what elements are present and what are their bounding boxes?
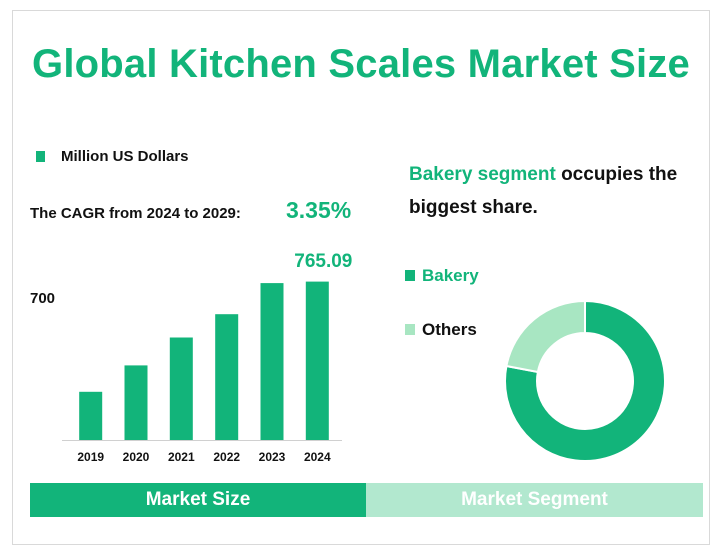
bakery-swatch bbox=[405, 270, 415, 281]
y-tick-label: 700 bbox=[30, 290, 56, 307]
x-tick-2019: 2019 bbox=[77, 450, 104, 464]
bar-2021 bbox=[169, 337, 193, 440]
pie-legend-others: Others bbox=[405, 320, 477, 340]
bar-2024 bbox=[305, 281, 329, 440]
x-tick-2023: 2023 bbox=[259, 450, 286, 464]
tab-market-segment[interactable]: Market Segment bbox=[366, 483, 703, 517]
market-segment-donut-chart bbox=[504, 299, 666, 462]
statement-rest: occupies the biggest share. bbox=[409, 164, 678, 218]
pie-legend-bakery: Bakery bbox=[405, 266, 479, 286]
x-tick-2021: 2021 bbox=[168, 450, 195, 464]
market-size-bar-chart: 2019 2020 2021 2022 2023 2024 bbox=[62, 281, 342, 464]
cagr-value: 3.35% bbox=[286, 197, 352, 223]
last-bar-value-label: 765.09 bbox=[294, 251, 353, 272]
x-tick-2022: 2022 bbox=[213, 450, 240, 464]
bar-2022 bbox=[215, 314, 239, 440]
x-tick-2024: 2024 bbox=[304, 450, 331, 464]
bar-2019 bbox=[79, 391, 103, 440]
others-swatch bbox=[405, 324, 415, 335]
x-tick-2020: 2020 bbox=[123, 450, 150, 464]
bar-2023 bbox=[260, 283, 284, 440]
segment-statement: Bakery segment occupies the biggest shar… bbox=[409, 158, 709, 224]
tab-market-size[interactable]: Market Size bbox=[30, 483, 366, 517]
bar-legend: Million US Dollars bbox=[36, 148, 189, 165]
donut-slice-others bbox=[505, 299, 586, 374]
bar-2020 bbox=[124, 365, 148, 440]
cagr-label: The CAGR from 2024 to 2029: bbox=[30, 205, 241, 222]
others-legend-label: Others bbox=[422, 320, 477, 339]
donut-slice-bakery bbox=[504, 299, 666, 462]
bar-legend-swatch bbox=[36, 151, 45, 162]
bakery-legend-label: Bakery bbox=[422, 266, 479, 285]
page-title: Global Kitchen Scales Market Size bbox=[32, 42, 690, 86]
bar-legend-label: Million US Dollars bbox=[61, 148, 189, 165]
statement-highlight: Bakery segment bbox=[409, 164, 556, 185]
